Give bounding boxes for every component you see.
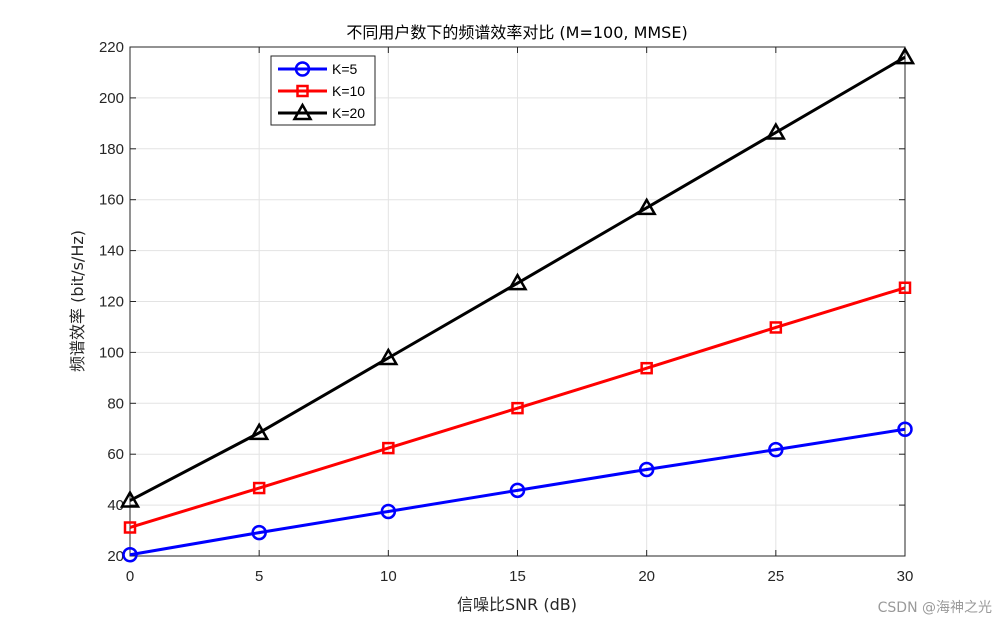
data-point-marker <box>382 441 395 455</box>
x-tick-label: 15 <box>509 568 526 585</box>
watermark: CSDN @海神之光 <box>878 600 992 616</box>
data-point-marker <box>122 546 138 563</box>
data-point-marker <box>636 197 657 216</box>
legend-label: K=5 <box>332 61 358 77</box>
data-point-marker <box>894 46 916 65</box>
series-k-5 <box>122 421 913 563</box>
data-point-marker <box>509 482 526 499</box>
series-k-10 <box>123 281 912 534</box>
legend-marker <box>292 102 313 121</box>
axis-ticks: 0 5 10 15 20 25 30 20 40 60 80 100 120 140 160 180 200 22… <box>99 39 913 585</box>
data-point-marker <box>765 121 786 140</box>
data-point-marker <box>638 461 655 478</box>
y-axis-label: 频谱效率 (bit/s/Hz) <box>68 230 87 372</box>
y-tick-label: 20 <box>107 548 124 565</box>
data-point-marker <box>897 421 913 438</box>
data-point-marker <box>768 441 784 458</box>
x-tick-label: 20 <box>638 568 655 585</box>
x-tick-label: 5 <box>255 568 263 585</box>
legend-entry: K=20 <box>278 102 365 121</box>
y-tick-label: 120 <box>99 294 124 311</box>
y-tick-label: 60 <box>107 446 124 463</box>
x-tick-label: 0 <box>126 568 134 585</box>
data-point-marker <box>251 524 267 541</box>
series-k-20 <box>119 46 916 508</box>
series-group <box>119 46 916 563</box>
y-tick-label: 220 <box>99 39 124 56</box>
y-tick-label: 200 <box>99 90 124 107</box>
legend-marker <box>294 61 311 77</box>
data-point-marker <box>511 401 524 415</box>
data-point-marker <box>378 347 399 366</box>
chart-title: 不同用户数下的频谱效率对比 (M=100, MMSE) <box>346 23 687 42</box>
data-point-marker <box>898 281 912 295</box>
series-line <box>129 55 906 502</box>
legend: K=5 K=10 K=20 <box>270 55 376 126</box>
legend-entry: K=5 <box>278 61 358 77</box>
x-tick-label: 30 <box>897 568 914 585</box>
x-axis-label: 信噪比SNR (dB) <box>457 595 577 614</box>
series-line <box>129 286 906 529</box>
data-point-marker <box>380 503 397 520</box>
legend-entry: K=10 <box>278 83 365 99</box>
x-tick-label: 25 <box>767 568 784 585</box>
data-point-marker <box>769 321 783 334</box>
data-point-marker <box>640 361 653 375</box>
legend-label: K=20 <box>332 105 365 121</box>
legend-label: K=10 <box>332 83 365 99</box>
y-tick-label: 40 <box>107 497 124 514</box>
y-tick-label: 180 <box>99 141 124 158</box>
y-tick-label: 80 <box>107 395 124 412</box>
data-point-marker <box>249 422 270 441</box>
data-point-marker <box>119 489 141 508</box>
data-point-marker <box>507 272 528 291</box>
y-tick-label: 160 <box>99 192 124 209</box>
x-tick-label: 10 <box>380 568 397 585</box>
data-point-marker <box>252 481 266 495</box>
data-point-marker <box>123 521 137 534</box>
legend-marker <box>296 84 309 98</box>
series-line <box>129 427 906 557</box>
y-tick-label: 140 <box>99 243 124 260</box>
y-tick-label: 100 <box>99 344 124 361</box>
